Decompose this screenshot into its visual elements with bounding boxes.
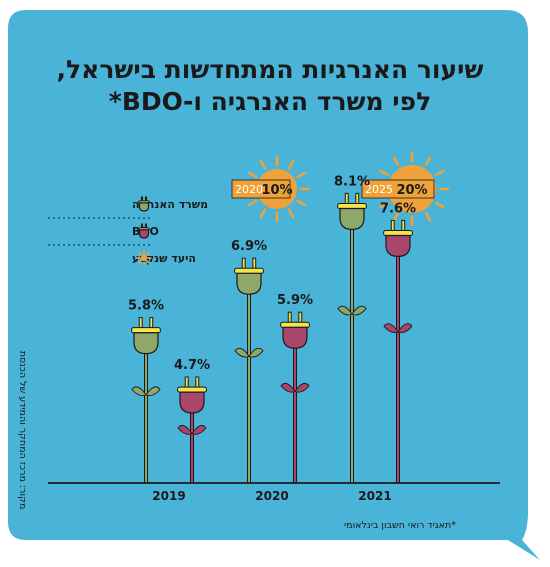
plug-head — [131, 317, 161, 355]
legend-plug-icon — [138, 223, 150, 239]
plug-head-prong-right — [298, 311, 303, 323]
plug-head-body — [282, 326, 308, 349]
plug-leaf-right — [145, 386, 161, 397]
footnote: *תאגיד רואי חשבון בינלאומי — [344, 520, 456, 531]
plug-head-collar — [131, 327, 161, 334]
target-year-box — [361, 179, 435, 199]
target-sun-ray — [287, 208, 295, 219]
plug-bars: 5.8% 4.7% 6.9% 5.9% 8.1% 7.6% — [128, 174, 416, 483]
plug-head-prong-left — [390, 219, 395, 231]
plug-head-collar — [234, 267, 264, 274]
legend-plug-icon-prong-left — [140, 223, 144, 229]
target-sun-ray — [392, 156, 400, 167]
target-value: 20% — [396, 183, 427, 198]
plug-head-body — [236, 272, 262, 295]
plug-head-prong-left — [241, 257, 246, 269]
target-sun-ray — [296, 171, 307, 179]
legend-plug-icon-body — [138, 202, 150, 212]
legend-plug-icon-body — [138, 229, 150, 239]
plug-head — [234, 257, 264, 295]
plug-leaf-left — [383, 323, 399, 333]
plug-leaf-left — [337, 305, 353, 316]
target-year: 2020 — [235, 183, 263, 196]
plug-head-body — [179, 391, 205, 414]
legend-sun-ray — [146, 252, 150, 256]
legend-sun-ray — [138, 260, 142, 264]
data-label: 5.9% — [277, 293, 313, 308]
plug-head-prong-right — [355, 192, 360, 204]
source-note: מקור: מרכז המחקר והמידע של הכנסת — [17, 351, 28, 510]
plug-leaf-left — [177, 425, 193, 435]
data-label: 4.7% — [174, 358, 210, 373]
target-sun-ray — [259, 208, 267, 219]
plug-leaf-right — [351, 305, 367, 316]
plug-head-body — [385, 234, 411, 258]
x-tick-label: 2019 — [152, 489, 185, 503]
plug-head — [337, 192, 367, 231]
plug-head-collar — [280, 321, 310, 328]
plug-head — [280, 311, 310, 349]
x-axis-labels: 2019 2020 2021 — [152, 489, 391, 503]
legend-plug-icon-prong-right — [144, 196, 148, 202]
target-sun-ray — [296, 199, 307, 207]
title-line-2: לפי משרד האנרגיה ו-BDO* — [109, 87, 431, 116]
legend-plug-icon-prong-right — [144, 223, 148, 229]
title-line-1: שיעור האנרגיות המתחדשות בישראל, — [57, 55, 484, 84]
plug-head-body — [339, 207, 365, 231]
target-sun-ray — [434, 201, 445, 209]
plug-head-prong-left — [138, 317, 143, 329]
plug-head-collar — [337, 202, 367, 210]
target-value: 10% — [261, 183, 292, 198]
plug-head — [383, 219, 413, 258]
legend: משרד האנרגיהBDOהיעד שנקבע — [48, 196, 208, 266]
plug-leaf-left — [131, 386, 147, 397]
data-label: 7.6% — [380, 201, 416, 216]
x-tick-label: 2021 — [358, 489, 391, 503]
target-sun-ray — [287, 159, 295, 170]
plug-leaf-right — [397, 323, 413, 333]
target-sun-ray — [424, 211, 432, 222]
legend-sun-disc — [140, 254, 148, 262]
target-year: 2025 — [365, 183, 393, 196]
plug-leaf-left — [234, 347, 250, 358]
data-label: 8.1% — [334, 174, 370, 189]
plug-leaf-right — [191, 425, 207, 435]
target-sun-ray — [247, 199, 258, 207]
plug-head-prong-right — [401, 219, 406, 231]
legend-plug-icon — [138, 196, 150, 212]
data-label: 6.9% — [231, 239, 267, 254]
plug-head-prong-right — [195, 376, 200, 388]
target-sun-ray — [379, 169, 390, 177]
plug-head-prong-left — [287, 311, 292, 323]
target-sun-ray — [247, 171, 258, 179]
legend-sun-icon — [136, 250, 152, 266]
target-sun-ray — [392, 211, 400, 222]
plug-head-prong-left — [344, 192, 349, 204]
plug-head — [177, 376, 207, 414]
plug-head-collar — [383, 229, 413, 237]
plug-head-prong-left — [184, 376, 189, 388]
plug-leaf-right — [248, 347, 264, 358]
target-sun-ray — [259, 159, 267, 170]
plug-head-body — [133, 332, 159, 355]
plug-head-prong-right — [252, 257, 257, 269]
target-sun-ray — [424, 156, 432, 167]
legend-plug-icon-prong-left — [140, 196, 144, 202]
target-sun-ray — [379, 201, 390, 209]
plug-head-collar — [177, 386, 207, 393]
plug-leaf-right — [294, 382, 310, 393]
target-sun-ray — [434, 169, 445, 177]
data-label: 5.8% — [128, 299, 164, 314]
legend-label: משרד האנרגיה — [132, 198, 208, 211]
plug-leaf-left — [280, 382, 296, 393]
x-tick-label: 2020 — [255, 489, 288, 503]
plug-head-prong-right — [149, 317, 154, 329]
target-year-box — [231, 179, 291, 199]
bubble-background — [8, 10, 540, 560]
legend-sun-ray — [146, 260, 150, 264]
legend-sun-ray — [138, 252, 142, 256]
